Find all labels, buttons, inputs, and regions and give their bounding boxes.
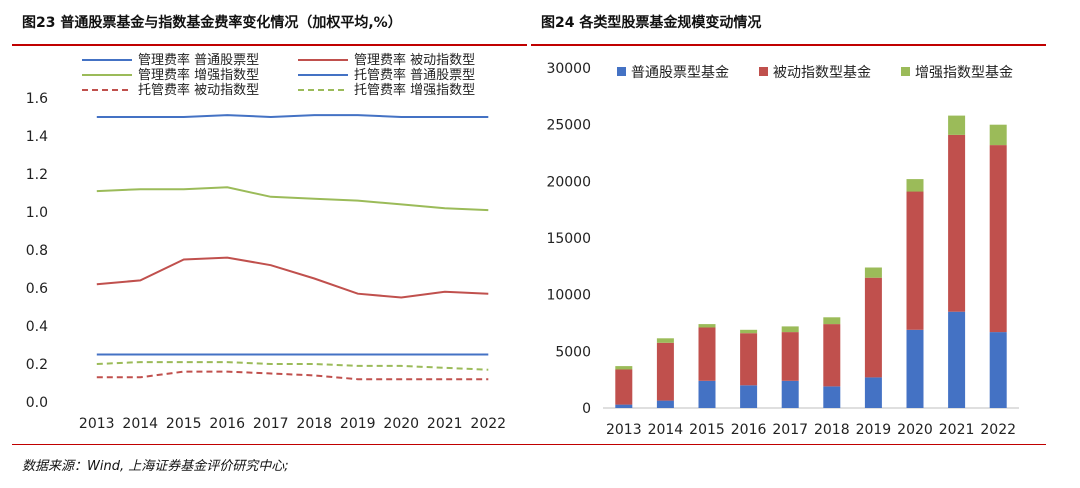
bar-segment	[948, 115, 966, 135]
bar-segment	[740, 329, 758, 334]
legend-swatch	[901, 67, 910, 76]
y-tick-label: 0.2	[26, 357, 48, 373]
bar-segment	[615, 404, 633, 408]
bar-segment	[698, 327, 716, 381]
series-line	[96, 361, 489, 371]
x-tick-label: 2020	[383, 416, 419, 432]
bar-segment	[656, 338, 674, 343]
bottom-rule	[12, 444, 1046, 445]
y-tick-label: 5000	[555, 344, 591, 360]
right-title-rule	[531, 44, 1046, 46]
legend-label: 托管费率 被动指数型	[138, 82, 259, 98]
bar-segment	[989, 332, 1007, 408]
bar-segment	[698, 380, 716, 408]
bar-segment	[781, 332, 799, 381]
series-line	[96, 186, 489, 212]
bar-segment	[615, 369, 633, 405]
bar-segment	[948, 134, 966, 312]
bar-segment	[615, 366, 633, 370]
bar-segment	[864, 377, 882, 408]
y-tick-label: 25000	[546, 118, 591, 134]
legend-label: 增强指数型基金	[915, 64, 1013, 81]
y-tick-label: 0.4	[26, 319, 48, 335]
bar-segment	[740, 385, 758, 408]
y-tick-label: 0.0	[26, 395, 48, 411]
legend-swatch	[617, 67, 626, 76]
bar-segment	[823, 317, 841, 325]
legend-label: 管理费率 普通股票型	[138, 52, 259, 68]
bar-segment	[906, 191, 924, 330]
x-tick-label: 2014	[648, 422, 684, 438]
bar-segment	[906, 329, 924, 408]
bar-segment	[656, 400, 674, 408]
bar-segment	[823, 386, 841, 408]
x-tick-label: 2018	[814, 422, 850, 438]
y-tick-label: 0	[582, 401, 591, 417]
x-tick-label: 2022	[470, 416, 506, 432]
x-tick-label: 2018	[296, 416, 332, 432]
legend-label: 被动指数型基金	[773, 64, 871, 81]
bar-segment	[781, 380, 799, 408]
bar-segment	[740, 333, 758, 386]
x-tick-label: 2013	[79, 416, 115, 432]
x-tick-label: 2019	[856, 422, 892, 438]
right-stacked-bar-chart: 0 5000 10000 15000 20000 25000 30000 2013 2014 20…	[546, 61, 1019, 438]
bar-segment	[989, 124, 1007, 146]
legend-label: 管理费率 被动指数型	[354, 52, 475, 68]
legend-label: 管理费率 增强指数型	[138, 67, 259, 83]
y-tick-label: 0.8	[26, 243, 48, 259]
source-note: 数据来源：Wind, 上海证券基金评价研究中心;	[22, 459, 289, 474]
legend-label: 托管费率 增强指数型	[354, 82, 475, 98]
x-tick-label: 2021	[939, 422, 975, 438]
left-chart-title: 图23 普通股票基金与指数基金费率变化情况（加权平均,%）	[22, 15, 402, 31]
bar-segment	[656, 342, 674, 401]
x-tick-label: 2016	[209, 416, 245, 432]
x-tick-label: 2022	[980, 422, 1016, 438]
bar-segment	[823, 324, 841, 387]
bar-segment	[864, 277, 882, 378]
left-line-chart: 0.0 0.2 0.4 0.6 0.8 1.0 1.2 1.4 1.6 2013 2014 2015 2…	[26, 52, 506, 432]
bar-segment	[864, 267, 882, 278]
x-tick-label: 2013	[606, 422, 642, 438]
series-line	[96, 256, 489, 299]
left-title-rule	[12, 44, 527, 46]
bar-segment	[989, 145, 1007, 333]
legend-label: 托管费率 普通股票型	[354, 67, 475, 83]
x-tick-label: 2019	[340, 416, 376, 432]
x-tick-label: 2015	[689, 422, 725, 438]
x-tick-label: 2014	[122, 416, 158, 432]
bar-segment	[906, 179, 924, 192]
x-tick-label: 2016	[731, 422, 767, 438]
x-tick-label: 2017	[772, 422, 808, 438]
y-tick-label: 30000	[546, 61, 591, 77]
y-tick-label: 15000	[546, 231, 591, 247]
y-tick-label: 1.4	[26, 129, 48, 145]
y-tick-label: 1.6	[26, 91, 48, 107]
bar-segment	[781, 326, 799, 333]
y-tick-label: 20000	[546, 174, 591, 190]
x-tick-label: 2021	[427, 416, 463, 432]
y-tick-label: 1.0	[26, 205, 48, 221]
legend-label: 普通股票型基金	[631, 64, 729, 81]
y-tick-label: 1.2	[26, 167, 48, 183]
bar-segment	[948, 311, 966, 408]
y-tick-label: 10000	[546, 288, 591, 304]
series-line	[96, 370, 489, 381]
y-tick-label: 0.6	[26, 281, 48, 297]
x-tick-label: 2015	[166, 416, 202, 432]
legend-swatch	[759, 67, 768, 76]
x-tick-label: 2017	[253, 416, 289, 432]
x-tick-label: 2020	[897, 422, 933, 438]
bar-segment	[698, 324, 716, 328]
right-chart-title: 图24 各类型股票基金规模变动情况	[541, 15, 762, 31]
series-line	[96, 114, 489, 119]
